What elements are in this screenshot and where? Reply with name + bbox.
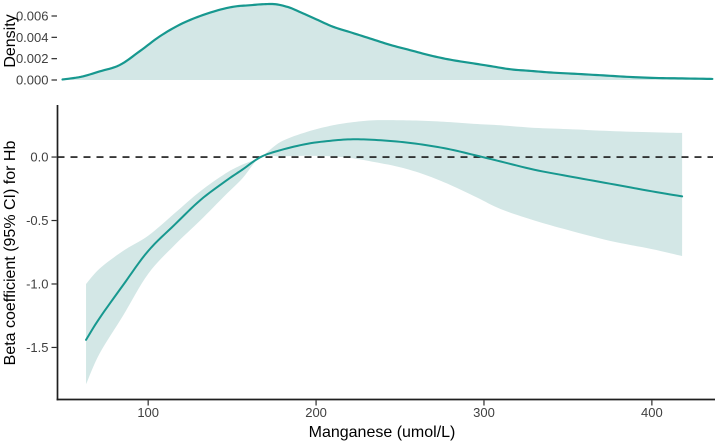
y-tick-label: -1.0	[26, 276, 48, 291]
density-panel: 0.000 0.002 0.004 0.006	[16, 2, 714, 88]
x-tick-label: 300	[473, 405, 495, 420]
y-tick-label: -1.5	[26, 340, 48, 355]
density-axis-title: Density	[2, 14, 19, 68]
density-y-tick-label: 0.006	[16, 9, 49, 24]
density-y-tick-label: 0.000	[16, 73, 49, 88]
y-tick-label: -0.5	[26, 213, 48, 228]
spline-panel: 0.0 -0.5 -1.0 -1.5 100 200 300 400	[26, 105, 715, 420]
density-curve	[61, 2, 714, 81]
density-y-tick-label: 0.002	[16, 51, 49, 66]
beta-spline-curve	[85, 138, 684, 341]
x-tick-label: 200	[305, 405, 327, 420]
y-tick-label: 0.0	[30, 150, 48, 165]
manganese-axis-title: Manganese (umol/L)	[308, 424, 456, 441]
beta-axis-title: Beta coefficient (95% CI) for Hb	[2, 140, 19, 366]
confidence-band	[86, 120, 683, 385]
x-tick-label: 100	[137, 405, 159, 420]
x-tick-label: 400	[641, 405, 663, 420]
density-area	[62, 3, 713, 81]
density-y-tick-label: 0.004	[16, 30, 49, 45]
